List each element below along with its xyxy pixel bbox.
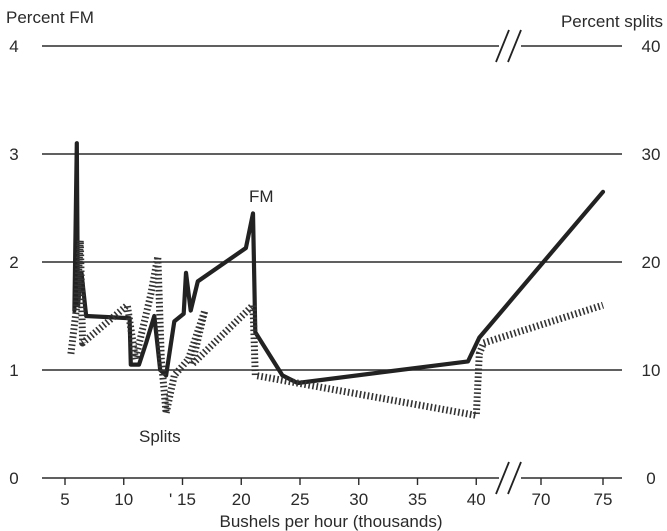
left-tick-label: 3 bbox=[9, 145, 18, 164]
fm-annotation: FM bbox=[249, 187, 274, 206]
right-tick-label: 10 bbox=[642, 361, 661, 380]
left-tick-label: 0 bbox=[9, 469, 18, 488]
x-tick-label: 30 bbox=[349, 490, 368, 509]
gridlines bbox=[42, 45, 622, 485]
right-tick-label: 40 bbox=[642, 37, 661, 56]
break-slash bbox=[495, 461, 510, 495]
break-slash bbox=[495, 29, 510, 63]
fm-series-line bbox=[72, 141, 606, 386]
left-tick-label: 4 bbox=[9, 37, 18, 56]
x-tick-label: 25 bbox=[291, 490, 310, 509]
x-tick-labels: 5 10 ' 15 20 25 30 35 40 70 75 bbox=[60, 490, 612, 509]
x-tick-label: 75 bbox=[594, 490, 613, 509]
break-gap bbox=[499, 474, 521, 482]
left-tick-label: 1 bbox=[9, 361, 18, 380]
left-tick-labels: 0 1 2 3 4 bbox=[9, 37, 18, 488]
x-axis-title: Bushels per hour (thousands) bbox=[219, 512, 442, 531]
x-tick-label: 5 bbox=[60, 490, 69, 509]
x-tick-label: 20 bbox=[232, 490, 251, 509]
right-tick-label: 30 bbox=[642, 145, 661, 164]
x-tick-label: 40 bbox=[467, 490, 486, 509]
left-axis-title: Percent FM bbox=[6, 8, 94, 27]
series-layer bbox=[67, 141, 606, 419]
break-slash bbox=[507, 29, 522, 63]
splits-annotation: Splits bbox=[139, 427, 181, 446]
x-tick-label: 70 bbox=[532, 490, 551, 509]
x-tick-label: ' 15 bbox=[169, 490, 196, 509]
axis-break-marks bbox=[495, 29, 522, 495]
break-gap bbox=[499, 42, 521, 50]
x-tick-label: 35 bbox=[408, 490, 427, 509]
right-tick-label: 20 bbox=[642, 253, 661, 272]
break-slash bbox=[507, 461, 522, 495]
right-tick-label: 0 bbox=[646, 469, 655, 488]
right-tick-labels: 0 10 20 30 40 bbox=[642, 37, 661, 488]
splits-series-line bbox=[67, 236, 605, 419]
right-axis-title: Percent splits bbox=[561, 12, 663, 31]
left-tick-label: 2 bbox=[9, 253, 18, 272]
x-tick-label: 10 bbox=[114, 490, 133, 509]
